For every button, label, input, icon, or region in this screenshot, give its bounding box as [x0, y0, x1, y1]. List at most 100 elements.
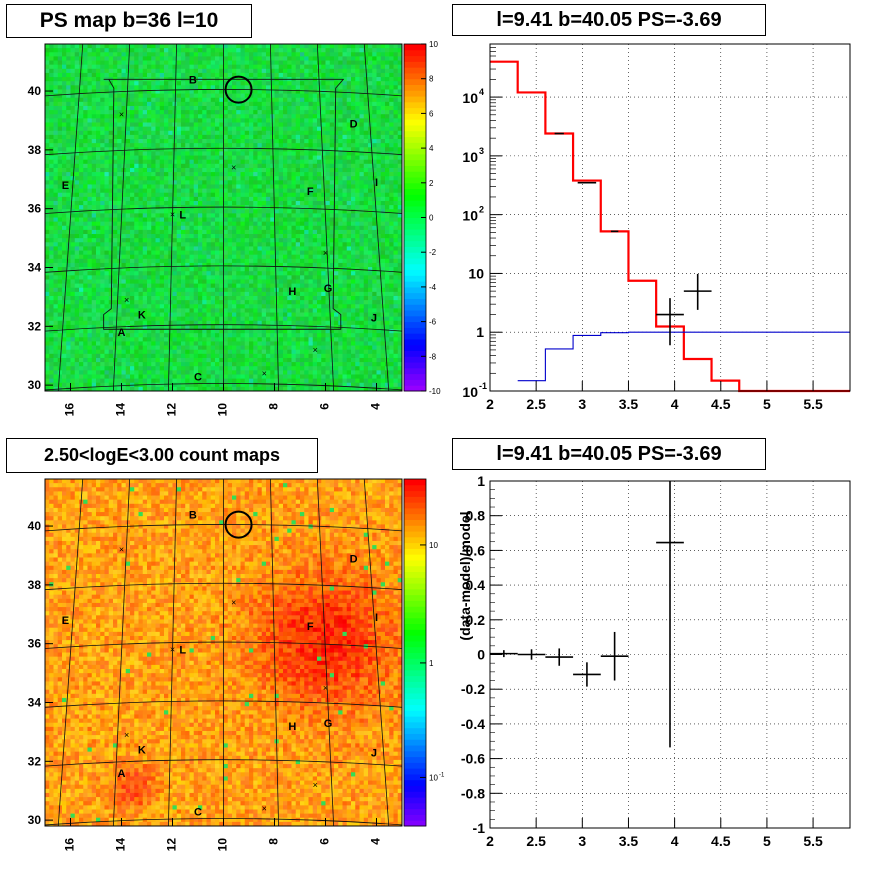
map-pixel: [104, 147, 110, 152]
map-pixel: [96, 308, 101, 313]
map-pixel: [164, 250, 169, 256]
map-pixel: [232, 254, 237, 260]
map-pixel: [185, 122, 190, 128]
map-pixel: [142, 172, 148, 177]
map-pixel: [266, 192, 271, 198]
map-pixel: [219, 312, 224, 318]
map-pixel: [223, 320, 229, 326]
map-pixel: [172, 250, 178, 256]
map-pixel: [138, 283, 144, 289]
map-pixel: [134, 254, 139, 260]
map-pixel: [91, 192, 97, 198]
map-pixel: [206, 238, 212, 243]
map-pixel: [66, 225, 71, 231]
map-pixel: [249, 118, 254, 123]
map-pixel: [295, 188, 301, 194]
map-pixel: [193, 122, 199, 128]
map-pixel: [87, 85, 93, 90]
map-pixel: [147, 345, 152, 351]
map-pixel: [87, 167, 93, 173]
map-pixel: [147, 167, 152, 173]
map-pixel: [70, 89, 76, 94]
map-pixel: [257, 386, 263, 392]
map-pixel: [181, 72, 186, 78]
map-pixel: [257, 275, 263, 280]
map-pixel: [206, 143, 212, 148]
map-pixel: [278, 262, 284, 268]
map-pixel: [108, 382, 114, 388]
map-pixel: [130, 200, 135, 206]
map-pixel: [274, 275, 280, 280]
map-pixel: [53, 192, 59, 198]
map-pixel: [244, 139, 250, 144]
map-pixel: [83, 48, 88, 53]
map-pixel: [66, 77, 71, 82]
map-pixel: [159, 320, 165, 326]
map-pixel: [66, 221, 71, 227]
map-pixel: [240, 172, 246, 177]
map-pixel: [108, 333, 114, 338]
map-pixel: [274, 242, 280, 247]
map-pixel: [45, 258, 50, 264]
map-pixel: [189, 374, 195, 380]
map-pixel: [96, 287, 101, 293]
map-pixel: [198, 44, 203, 49]
map-pixel: [185, 105, 190, 111]
map-pixel: [261, 333, 267, 338]
map-pixel: [176, 316, 182, 322]
map-pixel: [159, 114, 165, 119]
map-pixel: [185, 308, 190, 313]
map-pixel: [91, 275, 97, 280]
map-pixel: [62, 225, 67, 231]
map-pixel: [202, 386, 207, 392]
map-pixel: [227, 134, 233, 140]
map-pixel: [181, 159, 186, 165]
map-pixel: [121, 151, 127, 156]
map-pixel: [147, 151, 152, 156]
map-pixel: [283, 184, 288, 189]
map-pixel: [274, 333, 280, 338]
map-pixel: [189, 172, 195, 177]
map-pixel: [151, 200, 156, 206]
map-pixel: [53, 93, 59, 99]
map-pixel: [193, 258, 199, 264]
map-pixel: [168, 366, 173, 371]
map-pixel: [83, 246, 88, 251]
map-pixel: [79, 77, 84, 82]
map-pixel: [198, 254, 203, 260]
map-pixel: [210, 85, 216, 90]
map-pixel: [227, 180, 233, 185]
map-pixel: [223, 93, 229, 99]
map-pixel: [176, 357, 182, 363]
map-pixel: [193, 52, 199, 57]
map-pixel: [232, 304, 237, 309]
map-pixel: [57, 48, 63, 53]
map-pixel: [219, 126, 224, 132]
map-pixel: [210, 167, 216, 173]
map-pixel: [79, 320, 84, 326]
map-pixel: [155, 287, 161, 293]
map-pixel: [278, 221, 284, 227]
map-pixel: [278, 329, 284, 334]
map-pixel: [151, 238, 156, 243]
map-pixel: [91, 333, 97, 338]
map-pixel: [261, 329, 267, 334]
map-pixel: [45, 345, 50, 351]
map-pixel: [62, 68, 67, 74]
map-pixel: [257, 242, 263, 247]
map-pixel: [138, 85, 144, 90]
map-pixel: [172, 341, 178, 346]
map-pixel: [261, 56, 267, 61]
map-pixel: [215, 110, 220, 115]
map-pixel: [181, 258, 186, 264]
map-pixel: [291, 362, 297, 367]
map-pixel: [130, 341, 135, 346]
map-pixel: [236, 221, 241, 227]
map-pixel: [142, 44, 148, 49]
map-pixel: [53, 345, 59, 351]
map-pixel: [168, 370, 173, 375]
map-pixel: [257, 93, 263, 99]
map-pixel: [291, 357, 297, 363]
map-pixel: [142, 283, 148, 289]
map-pixel: [287, 279, 292, 284]
